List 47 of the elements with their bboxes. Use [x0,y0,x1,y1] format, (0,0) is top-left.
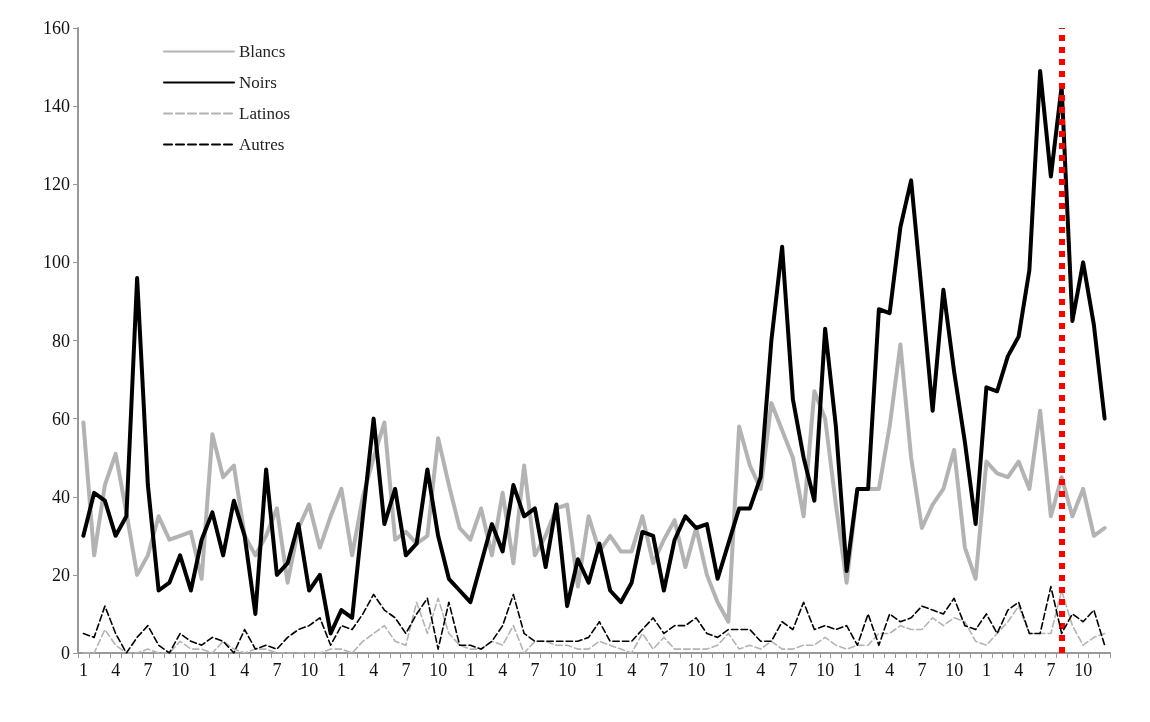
y-tick-label: 0 [61,643,70,663]
x-tick-label: 1 [336,660,346,680]
x-tick-label: 10 [300,660,319,680]
x-tick-label: 1 [78,660,88,680]
x-tick-label: 4 [240,660,250,680]
x-tick-label: 4 [1014,660,1024,680]
legend-label: Latinos [239,104,290,123]
y-tick-label: 60 [52,408,70,429]
x-tick-label: 7 [401,660,411,680]
y-tick-label: 120 [43,174,70,195]
x-tick-label: 4 [756,660,766,680]
x-tick-label: 10 [1074,660,1093,680]
x-tick-label: 1 [594,660,604,680]
x-tick-label: 7 [917,660,927,680]
x-tick-label: 10 [945,660,964,680]
x-tick-label: 10 [558,660,577,680]
legend-label: Noirs [239,73,277,92]
y-tick-label: 20 [52,564,70,585]
x-tick-label: 7 [272,660,282,680]
x-tick-label: 4 [627,660,637,680]
legend-label: Blancs [239,42,286,61]
x-tick-label: 7 [1046,660,1056,680]
x-tick-label: 7 [530,660,540,680]
x-tick-label: 1 [723,660,733,680]
x-tick-label: 10 [429,660,448,680]
x-tick-label: 10 [816,660,835,680]
x-tick-label: 1 [465,660,475,680]
x-tick-label: 4 [369,660,379,680]
x-tick-label: 1 [981,660,991,680]
y-tick-label: 80 [52,330,70,351]
x-tick-label: 7 [143,660,153,680]
y-tick-label: 140 [43,96,70,117]
line-series [81,342,1107,624]
line-series [81,68,1107,636]
x-tick-label: 7 [659,660,669,680]
y-tick-label: 100 [43,252,70,273]
x-tick-label: 4 [111,660,121,680]
x-tick-label: 4 [885,660,895,680]
x-tick-label: 1 [852,660,862,680]
x-tick-label: 4 [498,660,508,680]
x-tick-label: 1 [207,660,217,680]
x-tick-label: 10 [171,660,190,680]
legend-label: Autres [239,135,285,154]
x-tick-label: 10 [687,660,706,680]
x-tick-label: 7 [788,660,798,680]
y-tick-label: 160 [43,18,70,38]
y-tick-label: 40 [52,486,70,507]
